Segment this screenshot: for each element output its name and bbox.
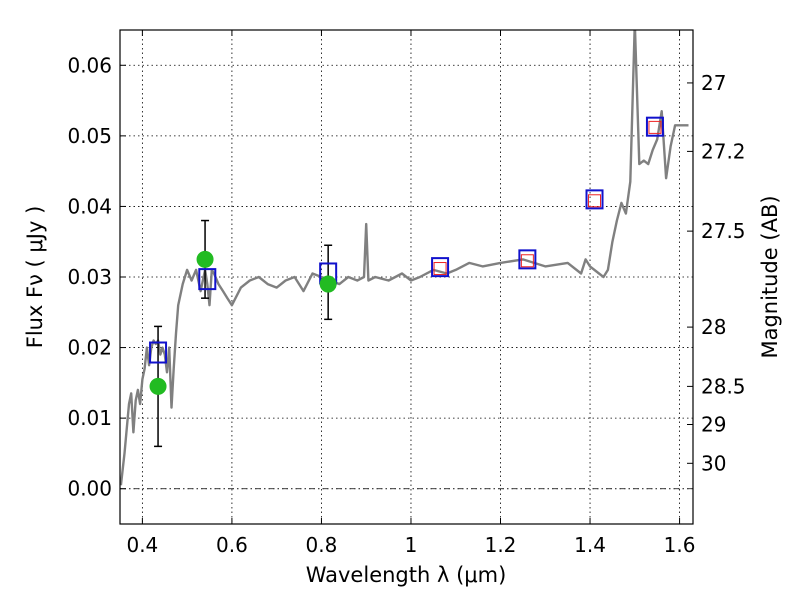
x-tick-label: 1.2 xyxy=(485,533,517,557)
blue-square-marker xyxy=(645,116,664,137)
spectrum-line xyxy=(120,30,689,486)
x-tick-label: 0.4 xyxy=(126,533,158,557)
axis-ticks: 0.4 0.6 0.8 1 1.2 1.4 1.6 0.00 0.01 0.02 0.03 0.04 0… xyxy=(67,30,746,557)
red-square-marker xyxy=(648,120,662,134)
red-square-marker xyxy=(588,194,602,208)
y-tick-label: 0.05 xyxy=(67,124,112,148)
blue-square-marker xyxy=(585,189,604,210)
y-tick-label: 0.06 xyxy=(67,53,112,77)
x-tick-label: 1 xyxy=(405,533,418,557)
right-tick-label: 27.5 xyxy=(701,219,746,243)
right-tick-label: 27.2 xyxy=(701,139,746,163)
x-axis-label: Wavelength λ (μm) xyxy=(306,563,507,587)
y-tick-label: 0.03 xyxy=(67,265,112,289)
y-axis-label: Flux Fν ( μJy ) xyxy=(23,206,47,349)
right-tick-label: 28 xyxy=(701,315,726,339)
right-tick-label: 29 xyxy=(701,412,726,436)
y-tick-label: 0.01 xyxy=(67,406,112,430)
plot-area xyxy=(120,30,689,486)
green-point-marker xyxy=(196,250,214,268)
blue-square-marker xyxy=(149,341,168,364)
right-tick-label: 27 xyxy=(701,71,726,95)
green-point-marker xyxy=(149,377,167,395)
y-tick-label: 0.02 xyxy=(67,336,112,360)
right-tick-label: 28.5 xyxy=(701,374,746,398)
x-tick-label: 0.6 xyxy=(216,533,248,557)
green-point-marker xyxy=(319,275,337,293)
x-tick-label: 1.4 xyxy=(574,533,606,557)
y-axis-right-label: Magnitude (AB) xyxy=(758,195,782,358)
blue-square-marker xyxy=(431,257,450,278)
blue-square-marker xyxy=(518,249,537,270)
x-tick-label: 0.8 xyxy=(306,533,338,557)
y-tick-label: 0.00 xyxy=(67,477,112,501)
red-square-marker xyxy=(520,254,534,268)
blue-square-marker xyxy=(198,268,217,291)
right-tick-label: 30 xyxy=(701,451,726,475)
x-tick-label: 1.6 xyxy=(664,533,696,557)
y-tick-label: 0.04 xyxy=(67,194,112,218)
red-square-marker xyxy=(433,262,447,276)
